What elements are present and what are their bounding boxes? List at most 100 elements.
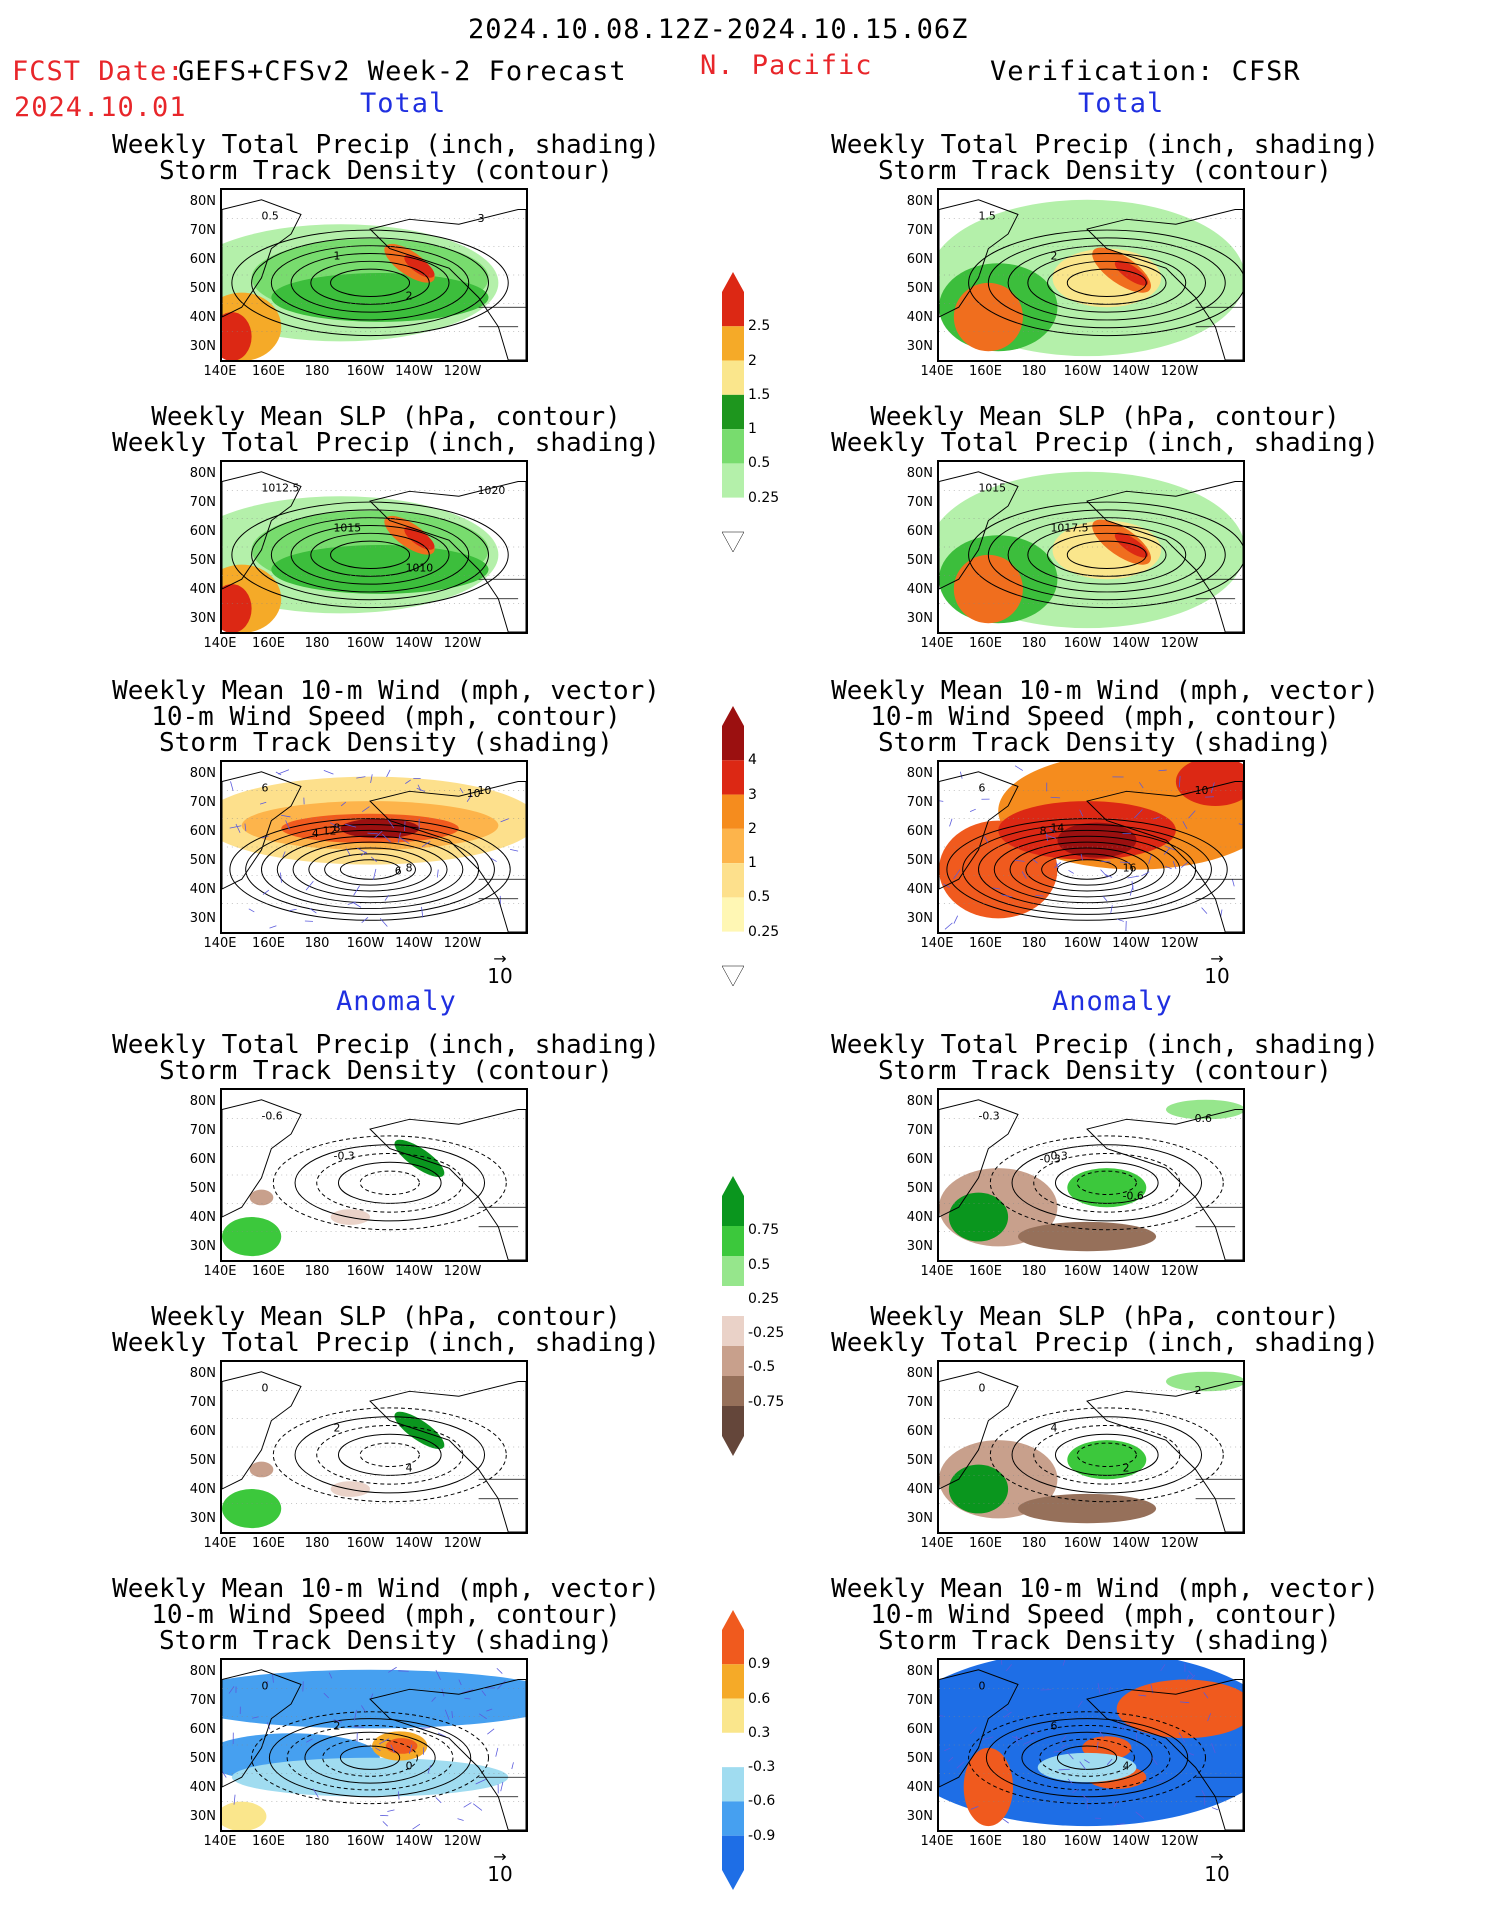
lat-tick-label: 40N — [189, 1482, 216, 1497]
wind-vector — [1127, 875, 1140, 879]
lon-tick-label: 180 — [304, 936, 330, 951]
state-borders — [1195, 1478, 1243, 1500]
wind-vector — [1182, 821, 1188, 829]
contour-label: 0 — [978, 1381, 985, 1394]
contour-label: 2 — [334, 1421, 341, 1434]
lon-tick-label: 160E — [251, 936, 286, 951]
colorbar-label: 1.5 — [748, 386, 771, 403]
wind-vector — [1060, 1735, 1067, 1743]
colorbar-label: -0.5 — [748, 1359, 776, 1376]
wind-vector — [305, 881, 314, 891]
lat-tick-label: 50N — [906, 281, 933, 296]
state-borders — [1195, 578, 1243, 600]
lat-tick-label: 50N — [906, 853, 933, 868]
wind-vector — [1207, 1713, 1212, 1722]
wind-vector — [1046, 833, 1048, 842]
wind-vector — [367, 832, 378, 835]
contour-label: 0 — [261, 1679, 268, 1692]
wind-vector — [1121, 1723, 1131, 1730]
wind-vector — [356, 776, 366, 779]
lat-tick-label: 70N — [906, 1693, 933, 1708]
colorbar-segment — [722, 1732, 744, 1768]
wind-vector — [312, 1788, 319, 1798]
lon-tick-label: 140E — [920, 1536, 954, 1551]
fcst-date-label: FCST Date: — [12, 56, 185, 87]
wind-vector — [1117, 1720, 1120, 1729]
wind-vector — [309, 908, 317, 914]
wind-vector — [500, 1781, 504, 1792]
contour-label: 0 — [261, 1381, 268, 1394]
wind-vector — [1062, 1660, 1066, 1666]
asia-coastline — [222, 1371, 302, 1490]
wind-vector — [1067, 1778, 1074, 1785]
contour-line — [962, 824, 1212, 915]
lat-tick-label: 50N — [906, 1453, 933, 1468]
wind-vector — [261, 835, 269, 839]
wind-vector — [500, 818, 509, 823]
lon-tick-label: 140W — [1112, 936, 1150, 951]
wind-vector — [372, 868, 377, 880]
asia-coastline — [939, 1669, 1019, 1788]
lat-tick-label: 30N — [906, 339, 933, 354]
wind-vector — [956, 1761, 965, 1769]
lon-tick-label: 140W — [395, 936, 433, 951]
contour-line — [294, 1416, 486, 1494]
lat-tick-label: 80N — [189, 466, 216, 481]
vector-reference-value: 10 — [487, 964, 513, 988]
asia-coastline — [939, 199, 1019, 318]
wind-vector — [346, 848, 351, 856]
panel-title-line: Storm Track Density (shading) — [159, 1626, 613, 1656]
wind-vector — [1056, 862, 1059, 869]
state-borders — [478, 878, 526, 900]
wind-vector — [1178, 1732, 1186, 1743]
contour-label: 6 — [978, 781, 985, 794]
wind-vector — [1164, 845, 1176, 851]
vector-reference: → 10 — [1197, 951, 1237, 989]
lat-tick-label: 70N — [189, 1123, 216, 1138]
contour-line — [1041, 853, 1133, 886]
asia-coastline — [222, 471, 302, 590]
contour-label: -0.6 — [261, 1109, 282, 1122]
lon-tick-label: 160E — [968, 364, 1003, 379]
wind-vector — [399, 837, 410, 844]
lon-tick-label: 160E — [968, 936, 1003, 951]
wind-vector — [1131, 881, 1134, 891]
contour-line — [231, 229, 509, 337]
lon-tick-label: 160W — [1063, 1834, 1102, 1849]
lat-tick-label: 80N — [189, 194, 216, 209]
lon-tick-label: 140E — [203, 1536, 237, 1551]
wind-vector — [1068, 870, 1074, 874]
contour-line — [324, 853, 416, 886]
wind-vector — [306, 1738, 313, 1743]
panel-title-line: 10-m Wind Speed (mph, contour) — [870, 702, 1340, 732]
wind-vector — [509, 848, 519, 852]
contour-label: 4 — [406, 1461, 413, 1474]
wind-vector — [1077, 1700, 1083, 1708]
contour-label: 1010 — [406, 561, 434, 574]
contour-label: 8 — [1040, 824, 1047, 837]
panel-title-line: Weekly Mean 10-m Wind (mph, vector) — [112, 1574, 660, 1604]
state-borders — [1195, 1776, 1243, 1798]
wind-vector — [1100, 869, 1109, 878]
colorbar-label: 3 — [748, 786, 757, 803]
lat-tick-label: 60N — [906, 824, 933, 839]
contour-line — [968, 229, 1243, 337]
wind-vector — [354, 1709, 357, 1721]
lon-tick-label: 140W — [1112, 636, 1150, 651]
lat-tick-label: 50N — [189, 1453, 216, 1468]
contour-line — [1027, 253, 1187, 313]
vector-reference: → 10 — [480, 951, 520, 989]
contour-label: 4 — [312, 827, 319, 840]
wind-vector — [435, 1797, 442, 1804]
wind-vector — [1035, 895, 1044, 897]
precip-shade — [271, 273, 489, 322]
wind-vector — [1211, 1743, 1216, 1754]
lat-tick-label: 70N — [906, 795, 933, 810]
contour-label: 1015 — [334, 521, 362, 534]
storm-anom-shade — [1037, 1752, 1137, 1783]
wind-vector — [386, 769, 391, 778]
precip-shade — [222, 584, 252, 632]
wind-vector — [1163, 847, 1171, 855]
lon-tick-label: 120W — [1160, 936, 1199, 951]
storm-anom-shade — [222, 1801, 267, 1830]
